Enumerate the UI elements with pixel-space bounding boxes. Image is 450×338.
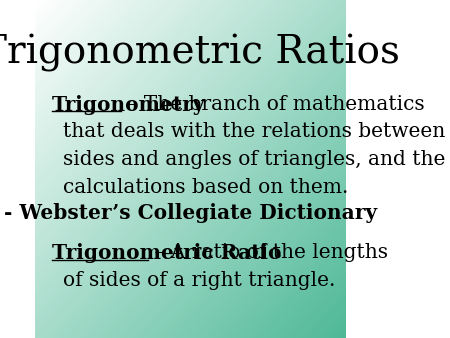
Text: – A ratio of the lengths: – A ratio of the lengths <box>148 243 388 262</box>
Text: of sides of a right triangle.: of sides of a right triangle. <box>63 271 335 290</box>
Text: that deals with the relations between the: that deals with the relations between th… <box>63 122 450 141</box>
Text: Trigonometry: Trigonometry <box>52 95 206 115</box>
Text: - Webster’s Collegiate Dictionary: - Webster’s Collegiate Dictionary <box>4 203 377 223</box>
Text: calculations based on them.: calculations based on them. <box>63 178 348 197</box>
Text: sides and angles of triangles, and the: sides and angles of triangles, and the <box>63 150 446 169</box>
Text: – The branch of mathematics: – The branch of mathematics <box>121 95 425 114</box>
Text: Trigonometric Ratio: Trigonometric Ratio <box>52 243 282 263</box>
Text: Trigonometric Ratios: Trigonometric Ratios <box>0 34 400 72</box>
